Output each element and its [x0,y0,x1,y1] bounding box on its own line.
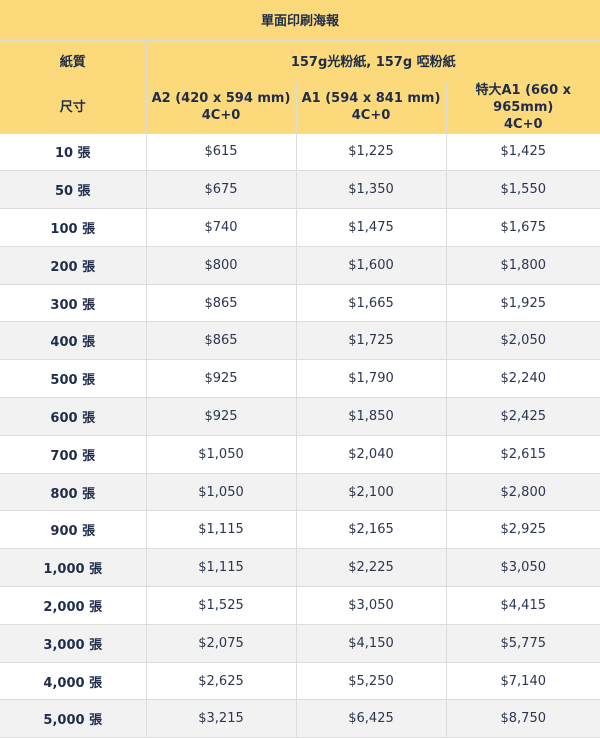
size-name: A1 (594 x 841 mm) [297,90,446,107]
table-row: 600 張$925$1,850$2,425 [0,398,600,436]
table-row: 700 張$1,050$2,040$2,615 [0,435,600,473]
price-a1-cell: $4,150 [296,624,446,662]
price-a1-xl-cell: $1,675 [446,209,600,247]
price-a2-cell: $865 [146,322,296,360]
title-row: 單面印刷海報 [0,0,600,40]
price-a2-cell: $1,115 [146,511,296,549]
price-a1-xl-cell: $2,615 [446,435,600,473]
quantity-cell: 1,000 張 [0,549,146,587]
price-a2-cell: $615 [146,133,296,171]
price-a1-cell: $1,725 [296,322,446,360]
price-a1-cell: $1,600 [296,246,446,284]
size-color-spec: 4C+0 [447,116,600,133]
price-a2-cell: $925 [146,360,296,398]
price-a1-cell: $2,165 [296,511,446,549]
price-a1-cell: $2,040 [296,435,446,473]
quantity-cell: 900 張 [0,511,146,549]
table-title: 單面印刷海報 [0,0,600,40]
quantity-cell: 3,000 張 [0,624,146,662]
table-row: 800 張$1,050$2,100$2,800 [0,473,600,511]
table-row: 100 張$740$1,475$1,675 [0,209,600,247]
price-a2-cell: $1,050 [146,435,296,473]
size-name: A2 (420 x 594 mm) [147,90,296,107]
price-a1-cell: $3,050 [296,587,446,625]
price-a1-xl-cell: $4,415 [446,587,600,625]
quantity-cell: 5,000 張 [0,700,146,738]
table-row: 400 張$865$1,725$2,050 [0,322,600,360]
quantity-cell: 400 張 [0,322,146,360]
quantity-cell: 100 張 [0,209,146,247]
size-name: 特大A1 (660 x 965mm) [447,82,600,116]
price-a1-cell: $1,225 [296,133,446,171]
price-a1-xl-cell: $7,140 [446,662,600,700]
price-a1-xl-cell: $1,925 [446,284,600,322]
table-row: 1,000 張$1,115$2,225$3,050 [0,549,600,587]
table-row: 300 張$865$1,665$1,925 [0,284,600,322]
table-row: 500 張$925$1,790$2,240 [0,360,600,398]
paper-row: 紙質 157g光粉紙, 157g 啞粉紙 [0,40,600,81]
quantity-cell: 10 張 [0,133,146,171]
table-row: 10 張$615$1,225$1,425 [0,133,600,171]
price-a1-xl-cell: $2,425 [446,398,600,436]
price-a1-xl-cell: $8,750 [446,700,600,738]
quantity-cell: 800 張 [0,473,146,511]
price-a1-xl-cell: $1,800 [446,246,600,284]
table-header: 單面印刷海報 紙質 157g光粉紙, 157g 啞粉紙 尺寸 A2 (420 x… [0,0,600,133]
price-a2-cell: $925 [146,398,296,436]
price-a1-cell: $6,425 [296,700,446,738]
price-a2-cell: $865 [146,284,296,322]
table-row: 5,000 張$3,215$6,425$8,750 [0,700,600,738]
price-a1-xl-cell: $2,240 [446,360,600,398]
price-a2-cell: $740 [146,209,296,247]
table-row: 200 張$800$1,600$1,800 [0,246,600,284]
size-color-spec: 4C+0 [147,107,296,124]
price-a2-cell: $2,075 [146,624,296,662]
paper-label: 紙質 [0,40,146,81]
paper-value: 157g光粉紙, 157g 啞粉紙 [146,40,600,81]
table-row: 900 張$1,115$2,165$2,925 [0,511,600,549]
table-row: 50 張$675$1,350$1,550 [0,171,600,209]
price-a1-xl-cell: $1,550 [446,171,600,209]
price-a2-cell: $675 [146,171,296,209]
quantity-cell: 600 張 [0,398,146,436]
price-a2-cell: $800 [146,246,296,284]
price-a2-cell: $1,050 [146,473,296,511]
price-a2-cell: $1,115 [146,549,296,587]
quantity-cell: 700 張 [0,435,146,473]
size-column-a1-xl: 特大A1 (660 x 965mm) 4C+0 [446,81,600,133]
price-a2-cell: $3,215 [146,700,296,738]
size-column-a2: A2 (420 x 594 mm) 4C+0 [146,81,296,133]
price-a1-cell: $1,850 [296,398,446,436]
price-a1-xl-cell: $3,050 [446,549,600,587]
price-a1-xl-cell: $1,425 [446,133,600,171]
price-a1-cell: $1,350 [296,171,446,209]
price-a2-cell: $1,525 [146,587,296,625]
price-a1-xl-cell: $2,050 [446,322,600,360]
table-row: 2,000 張$1,525$3,050$4,415 [0,587,600,625]
quantity-cell: 300 張 [0,284,146,322]
size-label: 尺寸 [0,81,146,133]
price-a1-cell: $2,225 [296,549,446,587]
size-column-a1: A1 (594 x 841 mm) 4C+0 [296,81,446,133]
price-a1-cell: $2,100 [296,473,446,511]
price-a1-cell: $1,475 [296,209,446,247]
price-a2-cell: $2,625 [146,662,296,700]
quantity-cell: 50 張 [0,171,146,209]
quantity-cell: 500 張 [0,360,146,398]
quantity-cell: 200 張 [0,246,146,284]
price-a1-cell: $1,790 [296,360,446,398]
price-a1-xl-cell: $2,800 [446,473,600,511]
price-a1-xl-cell: $5,775 [446,624,600,662]
size-color-spec: 4C+0 [297,107,446,124]
price-a1-xl-cell: $2,925 [446,511,600,549]
table-row: 3,000 張$2,075$4,150$5,775 [0,624,600,662]
table-row: 4,000 張$2,625$5,250$7,140 [0,662,600,700]
quantity-cell: 2,000 張 [0,587,146,625]
price-a1-cell: $5,250 [296,662,446,700]
price-a1-cell: $1,665 [296,284,446,322]
quantity-cell: 4,000 張 [0,662,146,700]
size-row: 尺寸 A2 (420 x 594 mm) 4C+0 A1 (594 x 841 … [0,81,600,133]
